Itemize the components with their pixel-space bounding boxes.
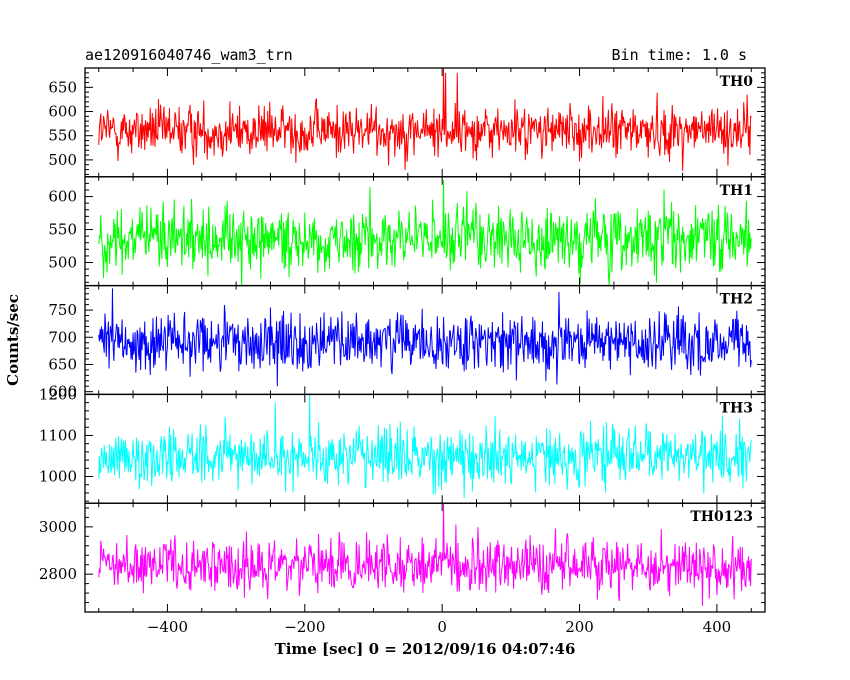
y-tick-label-th0: 650 <box>48 78 77 96</box>
y-tick-label-th2: 600 <box>48 383 77 401</box>
x-axis: −400 −200 0 200 400 <box>147 618 731 636</box>
x-tick-label: 0 <box>437 618 447 636</box>
y-tick-label-th0: 500 <box>48 151 77 169</box>
series-line-th1 <box>98 180 752 286</box>
panel-frame-th2 <box>84 284 766 396</box>
panel-label-th1: TH1 <box>720 183 753 199</box>
y-tick-label-th3: 1100 <box>39 426 77 444</box>
y-tick-label-th0: 600 <box>48 103 77 121</box>
bin-time-label: Bin time: 1.0 s <box>612 46 747 64</box>
panel-label-th0: TH0 <box>720 74 754 90</box>
y-tick-label-th0123: 3000 <box>39 518 77 536</box>
y-tick-label-th1: 550 <box>48 221 77 239</box>
panel-label-th0123: TH0123 <box>690 509 753 525</box>
y-tick-label-th3: 1200 <box>39 385 77 403</box>
series-line-th0 <box>98 68 752 171</box>
y-tick-label-th3: 1000 <box>39 468 77 486</box>
series-line-th3 <box>98 394 752 498</box>
y-tick-label-th1: 600 <box>48 188 77 206</box>
panel-frame-th0123 <box>84 502 766 613</box>
y-tick-label-th2: 650 <box>48 355 77 373</box>
y-tick-label-th2: 700 <box>48 328 77 346</box>
x-tick-label: −400 <box>147 618 188 636</box>
panel-th3: 1000 1100 1200 TH3 <box>39 385 766 504</box>
y-tick-label-th1: 500 <box>48 254 77 272</box>
x-tick-label: 400 <box>703 618 732 636</box>
panels-group: 500 550 600 650 TH0 500 550 600 TH1 600 650 700 750 T… <box>39 67 766 613</box>
y-tick-label-th0: 550 <box>48 127 77 145</box>
y-axis-title: Counts/sec <box>4 294 22 386</box>
panel-th0123: 2800 3000 TH0123 <box>39 502 766 613</box>
y-tick-label-th0123: 2800 <box>39 565 77 583</box>
y-tick-label-th2: 750 <box>48 301 77 319</box>
x-tick-label: 200 <box>565 618 594 636</box>
panel-th0: 500 550 600 650 TH0 <box>48 67 766 178</box>
x-axis-title: Time [sec] 0 = 2012/09/16 04:07:46 <box>275 640 576 658</box>
panel-label-th2: TH2 <box>720 292 753 308</box>
x-tick-label: −200 <box>284 618 325 636</box>
panel-th1: 500 550 600 TH1 <box>48 176 766 287</box>
series-line-th2 <box>98 288 752 387</box>
series-line-th0123 <box>98 503 752 606</box>
panel-label-th3: TH3 <box>720 400 753 416</box>
chart-title: ae120916040746_wam3_trn <box>85 46 293 64</box>
panel-th2: 600 650 700 750 TH2 <box>48 284 766 401</box>
panel-frame-th0 <box>84 67 766 178</box>
